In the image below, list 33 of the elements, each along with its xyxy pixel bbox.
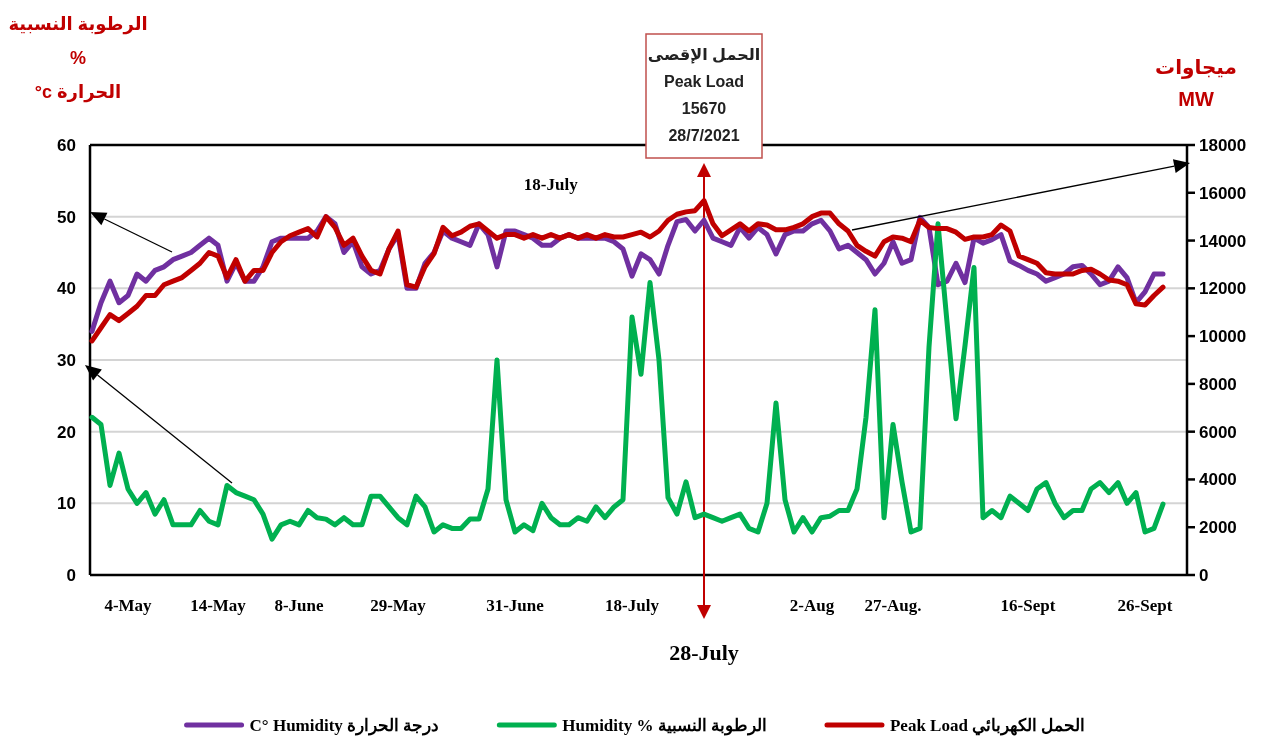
y-tick-label: 20 [57,422,76,442]
annotation: 18-July [523,175,579,194]
x-tick-label: 8-June [274,596,325,615]
y2-tick-label: 0 [1199,566,1209,585]
y2-tick-label: 16000 [1199,183,1247,203]
legend-label: Peak Load الحمل الكهربائي [889,716,1086,736]
x-tick-label: 18-July [605,596,660,615]
y2-tick-label: 8000 [1199,374,1237,394]
y-tick-label: 50 [57,207,76,227]
x-tick-label: 2-Aug [789,596,835,615]
x-tick-label: 31-June [486,596,545,615]
y2-tick-label: 2000 [1199,518,1237,538]
legend-label: C° Humidity درجة الحرارة [249,716,440,736]
y-tick-label: 60 [57,136,76,155]
y2-tick-label: 10000 [1199,327,1247,347]
y-tick-label: 40 [57,279,76,299]
y-tick-label: 0 [66,566,76,585]
y-axis-title: الرطوبة النسبية % الحرارة c° [8,14,148,103]
y2-tick-label: 18000 [1199,136,1247,155]
legend-label: Humidity % الرطوبة النسبية [562,716,767,736]
y-tick-label: 30 [57,351,76,370]
y2-tick-label: 4000 [1199,470,1237,490]
x-tick-label: 14-May [190,596,247,615]
x-tick-label: 29-May [370,596,427,615]
y2-tick-label: 14000 [1199,231,1247,251]
text: 28-July [669,640,739,665]
y-tick-label: 10 [57,494,76,514]
x-tick-label: 27-Aug. [864,596,922,615]
x-tick-label: 26-Sept [1117,596,1173,615]
y2-tick-label: 12000 [1199,279,1247,299]
y2-tick-label: 6000 [1199,422,1237,442]
x-tick-label: 16-Sept [1000,596,1056,615]
x-tick-label: 4-May [104,596,153,615]
